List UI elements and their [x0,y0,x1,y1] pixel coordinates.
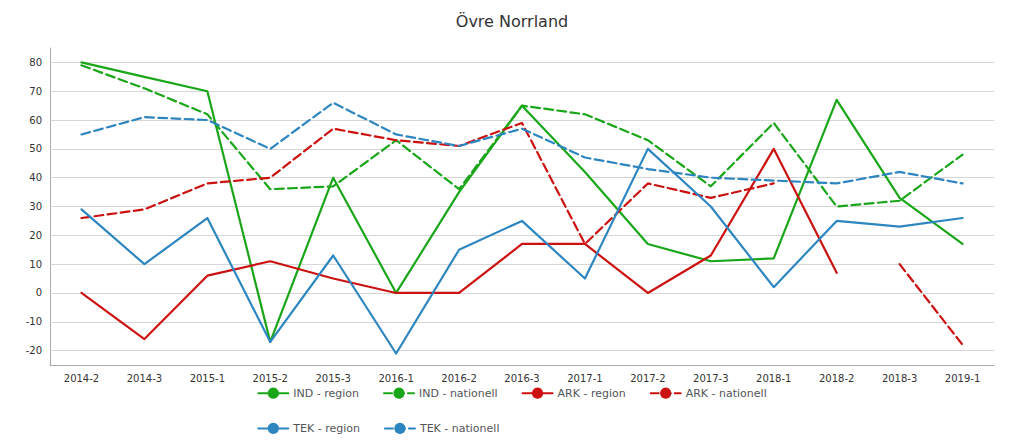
svg-text:IND - nationell: IND - nationell [419,387,498,400]
svg-text:IND - region: IND - region [293,387,359,400]
svg-text:40: 40 [29,172,42,183]
svg-text:2019-1: 2019-1 [945,373,980,384]
svg-text:2017-1: 2017-1 [567,373,602,384]
svg-text:TEK - nationell: TEK - nationell [419,422,500,435]
svg-text:2018-1: 2018-1 [756,373,791,384]
svg-text:2016-2: 2016-2 [441,373,476,384]
svg-text:2018-3: 2018-3 [882,373,917,384]
svg-text:Övre Norrland: Övre Norrland [456,12,568,31]
svg-text:2014-3: 2014-3 [127,373,162,384]
svg-text:60: 60 [29,115,42,126]
svg-text:70: 70 [29,86,42,97]
svg-text:80: 80 [29,57,42,68]
svg-text:20: 20 [29,230,42,241]
svg-text:0: 0 [36,287,42,298]
svg-text:2017-3: 2017-3 [693,373,728,384]
svg-text:2015-3: 2015-3 [315,373,350,384]
svg-text:ARK - region: ARK - region [558,387,626,400]
svg-text:2016-3: 2016-3 [504,373,539,384]
svg-text:2014-2: 2014-2 [64,373,99,384]
svg-text:2018-2: 2018-2 [819,373,854,384]
svg-text:30: 30 [29,201,42,212]
svg-text:TEK - region: TEK - region [292,422,360,435]
svg-text:2016-1: 2016-1 [378,373,413,384]
svg-text:-20: -20 [26,345,42,356]
svg-text:2015-2: 2015-2 [253,373,288,384]
svg-text:50: 50 [29,143,42,154]
svg-text:10: 10 [29,259,42,270]
svg-text:-10: -10 [26,316,42,327]
svg-text:2017-2: 2017-2 [630,373,665,384]
svg-text:ARK - nationell: ARK - nationell [686,387,767,400]
svg-text:2015-1: 2015-1 [190,373,225,384]
